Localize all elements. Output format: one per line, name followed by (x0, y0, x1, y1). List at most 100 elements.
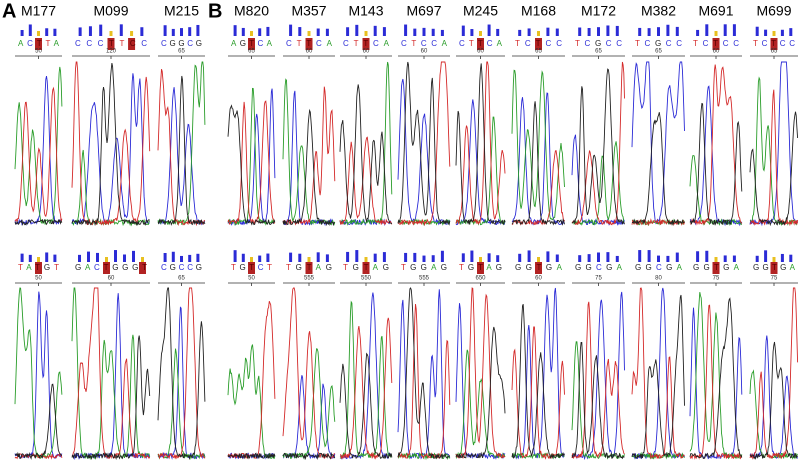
sample-name: M699 (756, 3, 791, 19)
position-label: 65 (178, 276, 185, 282)
quality-bar (171, 28, 175, 36)
trace (14, 287, 63, 460)
trace (397, 61, 451, 226)
position-label: 60 (421, 49, 428, 55)
quality-bar (487, 253, 491, 262)
trace (282, 451, 336, 461)
quality-bar (233, 25, 237, 36)
position-label: 65 (771, 49, 778, 55)
trace (631, 287, 685, 460)
position-label: 65 (178, 49, 185, 55)
quality-bar (732, 255, 736, 262)
quality-bar (45, 28, 49, 36)
trace (749, 61, 799, 227)
quality-bar (325, 254, 329, 262)
trace (571, 341, 625, 460)
trace (689, 292, 743, 460)
quality-bar (714, 31, 718, 36)
quality-bar (382, 252, 386, 262)
trace (14, 66, 63, 225)
position-label: 65 (248, 49, 255, 55)
trace (71, 149, 150, 227)
trace (339, 61, 393, 226)
quality-bar (99, 24, 103, 36)
variant-box (128, 38, 136, 50)
trace (511, 304, 565, 460)
sample-name: M172 (581, 3, 616, 19)
quality-bar (53, 28, 57, 36)
quality-bar (316, 252, 320, 262)
trace (571, 134, 625, 226)
variant-box (770, 262, 778, 274)
quality-bar (373, 25, 377, 36)
trace (71, 63, 150, 227)
sample-name: M697 (406, 3, 441, 19)
quality-bar (555, 28, 559, 36)
quality-bar (404, 24, 408, 36)
trace (511, 101, 565, 226)
trace (571, 341, 625, 460)
sample-name: M168 (521, 3, 556, 19)
quality-bar (250, 31, 253, 36)
quality-bar (78, 27, 82, 36)
trace (282, 108, 335, 227)
quality-bar (647, 28, 651, 36)
trace (227, 301, 276, 459)
trace (455, 326, 506, 459)
quality-bar (404, 252, 408, 262)
quality-bar (615, 25, 619, 36)
quality-bar (461, 253, 465, 262)
quality-bar (289, 252, 293, 262)
quality-bar (258, 255, 262, 262)
trace (71, 73, 150, 225)
quality-bar (258, 28, 262, 36)
quality-bar (78, 254, 81, 262)
position-label: 80 (655, 276, 662, 282)
quality-bar (114, 250, 117, 262)
position-label: 60 (535, 276, 542, 282)
quality-bar (479, 257, 482, 262)
quality-bar (307, 31, 311, 36)
trace (631, 61, 685, 225)
position-label: 120 (106, 49, 117, 55)
quality-bar (413, 28, 417, 36)
quality-bar (289, 24, 293, 36)
variant-box (248, 38, 255, 50)
trace (689, 64, 743, 226)
quality-bar (188, 254, 192, 262)
sample-name: M357 (291, 3, 326, 19)
trace (571, 68, 625, 225)
quality-bar (606, 25, 610, 36)
quality-bar (171, 251, 175, 262)
trace (749, 369, 798, 460)
quality-bar (597, 252, 600, 262)
sample-name: M099 (93, 3, 128, 19)
trace (571, 301, 625, 460)
variant-box (35, 38, 42, 50)
trace (631, 112, 685, 227)
trace (749, 111, 799, 227)
quality-bar (675, 26, 679, 36)
trace (282, 86, 336, 226)
trace (571, 61, 625, 226)
quality-bar (527, 250, 531, 262)
quality-bar (140, 27, 144, 36)
variant-box (712, 38, 720, 50)
quality-bar (431, 255, 435, 262)
quality-bar (346, 251, 350, 262)
sample-name: M177 (21, 3, 56, 19)
quality-bar (28, 254, 32, 262)
quality-bar (53, 254, 57, 262)
quality-bar (87, 251, 90, 262)
trace (14, 383, 62, 460)
quality-bar (518, 253, 522, 262)
